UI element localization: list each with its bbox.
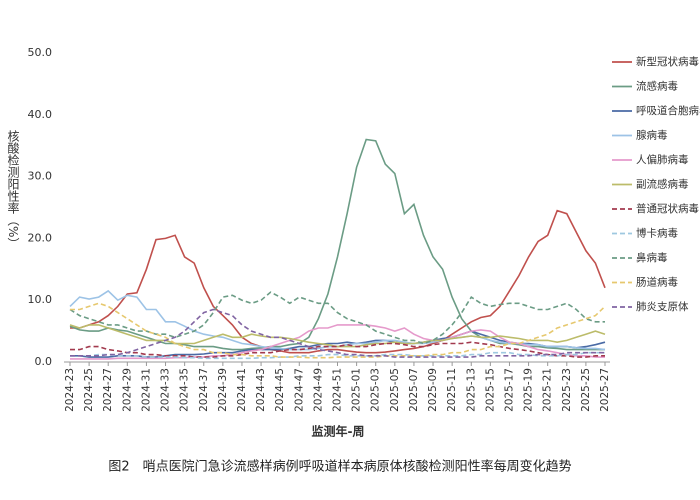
- series-line: [69, 324, 606, 348]
- series-line: [70, 324, 605, 360]
- legend-label: 人偏肺病毒: [636, 153, 689, 166]
- x-tick-label: 2025-27: [599, 368, 611, 412]
- y-tick-label: 20.0: [28, 231, 53, 244]
- x-tick-label: 2025-05: [389, 368, 401, 412]
- legend-label: 流感病毒: [636, 80, 678, 93]
- series-line: [69, 291, 605, 345]
- legend-label: 呼吸道合胞病毒: [636, 104, 700, 117]
- legend-label: 鼻病毒: [636, 251, 668, 264]
- series-line: [70, 351, 605, 360]
- y-axis-label: 核酸检测阳性率（%）: [6, 130, 20, 250]
- y-tick-label: 30.0: [28, 170, 53, 183]
- legend-label: 腺病毒: [636, 129, 668, 142]
- x-tick-label: 2024-47: [293, 368, 305, 412]
- x-tick-label: 2024-37: [198, 368, 210, 412]
- x-tick-label: 2024-23: [64, 368, 76, 412]
- x-tick-label: 2025-11: [446, 368, 458, 412]
- legend-label: 副流感病毒: [636, 178, 689, 191]
- x-tick-label: 2024-51: [332, 368, 344, 412]
- x-tick-label: 2024-33: [160, 368, 172, 412]
- x-tick-label: 2025-01: [351, 368, 363, 412]
- y-tick-label: 10.0: [28, 293, 53, 306]
- series-line: [70, 209, 606, 354]
- y-tick-label: 0.0: [35, 355, 53, 368]
- series-line: [70, 302, 606, 359]
- x-tick-label: 2024-43: [255, 368, 267, 412]
- x-tick-label: 2025-21: [542, 368, 554, 412]
- x-tick-label: 2025-13: [465, 368, 477, 412]
- y-tick-label: 40.0: [28, 108, 53, 121]
- y-tick-label: 50.0: [28, 46, 53, 59]
- x-tick-label: 2025-07: [408, 368, 420, 412]
- x-tick-label: 2025-03: [370, 368, 382, 412]
- x-tick-label: 2024-27: [102, 368, 114, 412]
- x-tick-label: 2024-39: [217, 368, 229, 412]
- x-tick-label: 2024-41: [236, 368, 248, 412]
- x-tick-label: 2025-19: [523, 368, 535, 412]
- legend-label: 博卡病毒: [636, 227, 678, 240]
- x-tick-label: 2024-29: [121, 368, 133, 412]
- x-axis-label: 监测年-周: [312, 424, 365, 439]
- legend-label: 新型冠状病毒: [636, 55, 699, 68]
- series-line: [69, 138, 605, 351]
- caption: 图2 哨点医院门急诊流感样病例呼吸道样本病原体核酸检测阳性率每周变化趋势: [108, 459, 571, 475]
- x-tick-label: 2024-35: [179, 368, 191, 412]
- x-tick-label: 2024-49: [312, 368, 324, 412]
- x-tick-label: 2024-31: [140, 368, 152, 412]
- legend-label: 肺炎支原体: [636, 301, 689, 313]
- series-line: [70, 341, 605, 358]
- legend-label: 肠道病毒: [636, 276, 678, 289]
- x-tick-label: 2024-25: [83, 368, 95, 412]
- x-tick-label: 2024-45: [274, 368, 286, 412]
- x-tick-label: 2025-09: [427, 368, 439, 412]
- x-tick-label: 2025-15: [484, 368, 496, 412]
- x-tick-label: 2025-23: [561, 368, 573, 412]
- legend-label: 普通冠状病毒: [636, 202, 699, 215]
- x-tick-label: 2025-25: [580, 368, 592, 412]
- series-line: [70, 308, 605, 358]
- x-tick-label: 2025-17: [503, 368, 515, 412]
